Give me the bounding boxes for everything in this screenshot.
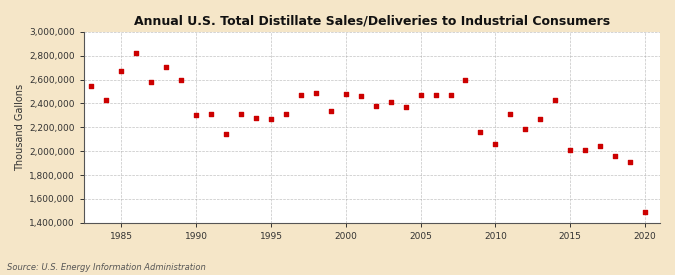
- Title: Annual U.S. Total Distillate Sales/Deliveries to Industrial Consumers: Annual U.S. Total Distillate Sales/Deliv…: [134, 15, 610, 28]
- Point: [191, 113, 202, 118]
- Point: [101, 98, 112, 102]
- Point: [176, 78, 186, 82]
- Point: [340, 92, 351, 96]
- Point: [371, 104, 381, 108]
- Point: [265, 117, 276, 121]
- Point: [445, 93, 456, 97]
- Point: [206, 112, 217, 116]
- Point: [535, 117, 545, 121]
- Point: [355, 94, 366, 98]
- Point: [221, 132, 232, 137]
- Point: [281, 112, 292, 116]
- Point: [580, 148, 591, 152]
- Point: [86, 83, 97, 88]
- Point: [640, 210, 651, 214]
- Point: [310, 90, 321, 95]
- Point: [490, 142, 501, 146]
- Point: [296, 93, 306, 97]
- Point: [475, 130, 486, 134]
- Y-axis label: Thousand Gallons: Thousand Gallons: [15, 84, 25, 171]
- Point: [116, 69, 127, 73]
- Point: [430, 93, 441, 97]
- Point: [520, 126, 531, 131]
- Point: [146, 80, 157, 84]
- Point: [460, 78, 471, 82]
- Point: [400, 105, 411, 109]
- Point: [550, 98, 561, 102]
- Point: [250, 116, 261, 120]
- Point: [131, 51, 142, 56]
- Point: [415, 93, 426, 97]
- Point: [505, 112, 516, 116]
- Text: Source: U.S. Energy Information Administration: Source: U.S. Energy Information Administ…: [7, 263, 205, 272]
- Point: [610, 154, 620, 158]
- Point: [236, 112, 246, 116]
- Point: [161, 64, 171, 69]
- Point: [624, 160, 635, 164]
- Point: [595, 144, 605, 148]
- Point: [385, 100, 396, 104]
- Point: [565, 148, 576, 152]
- Point: [325, 108, 336, 113]
